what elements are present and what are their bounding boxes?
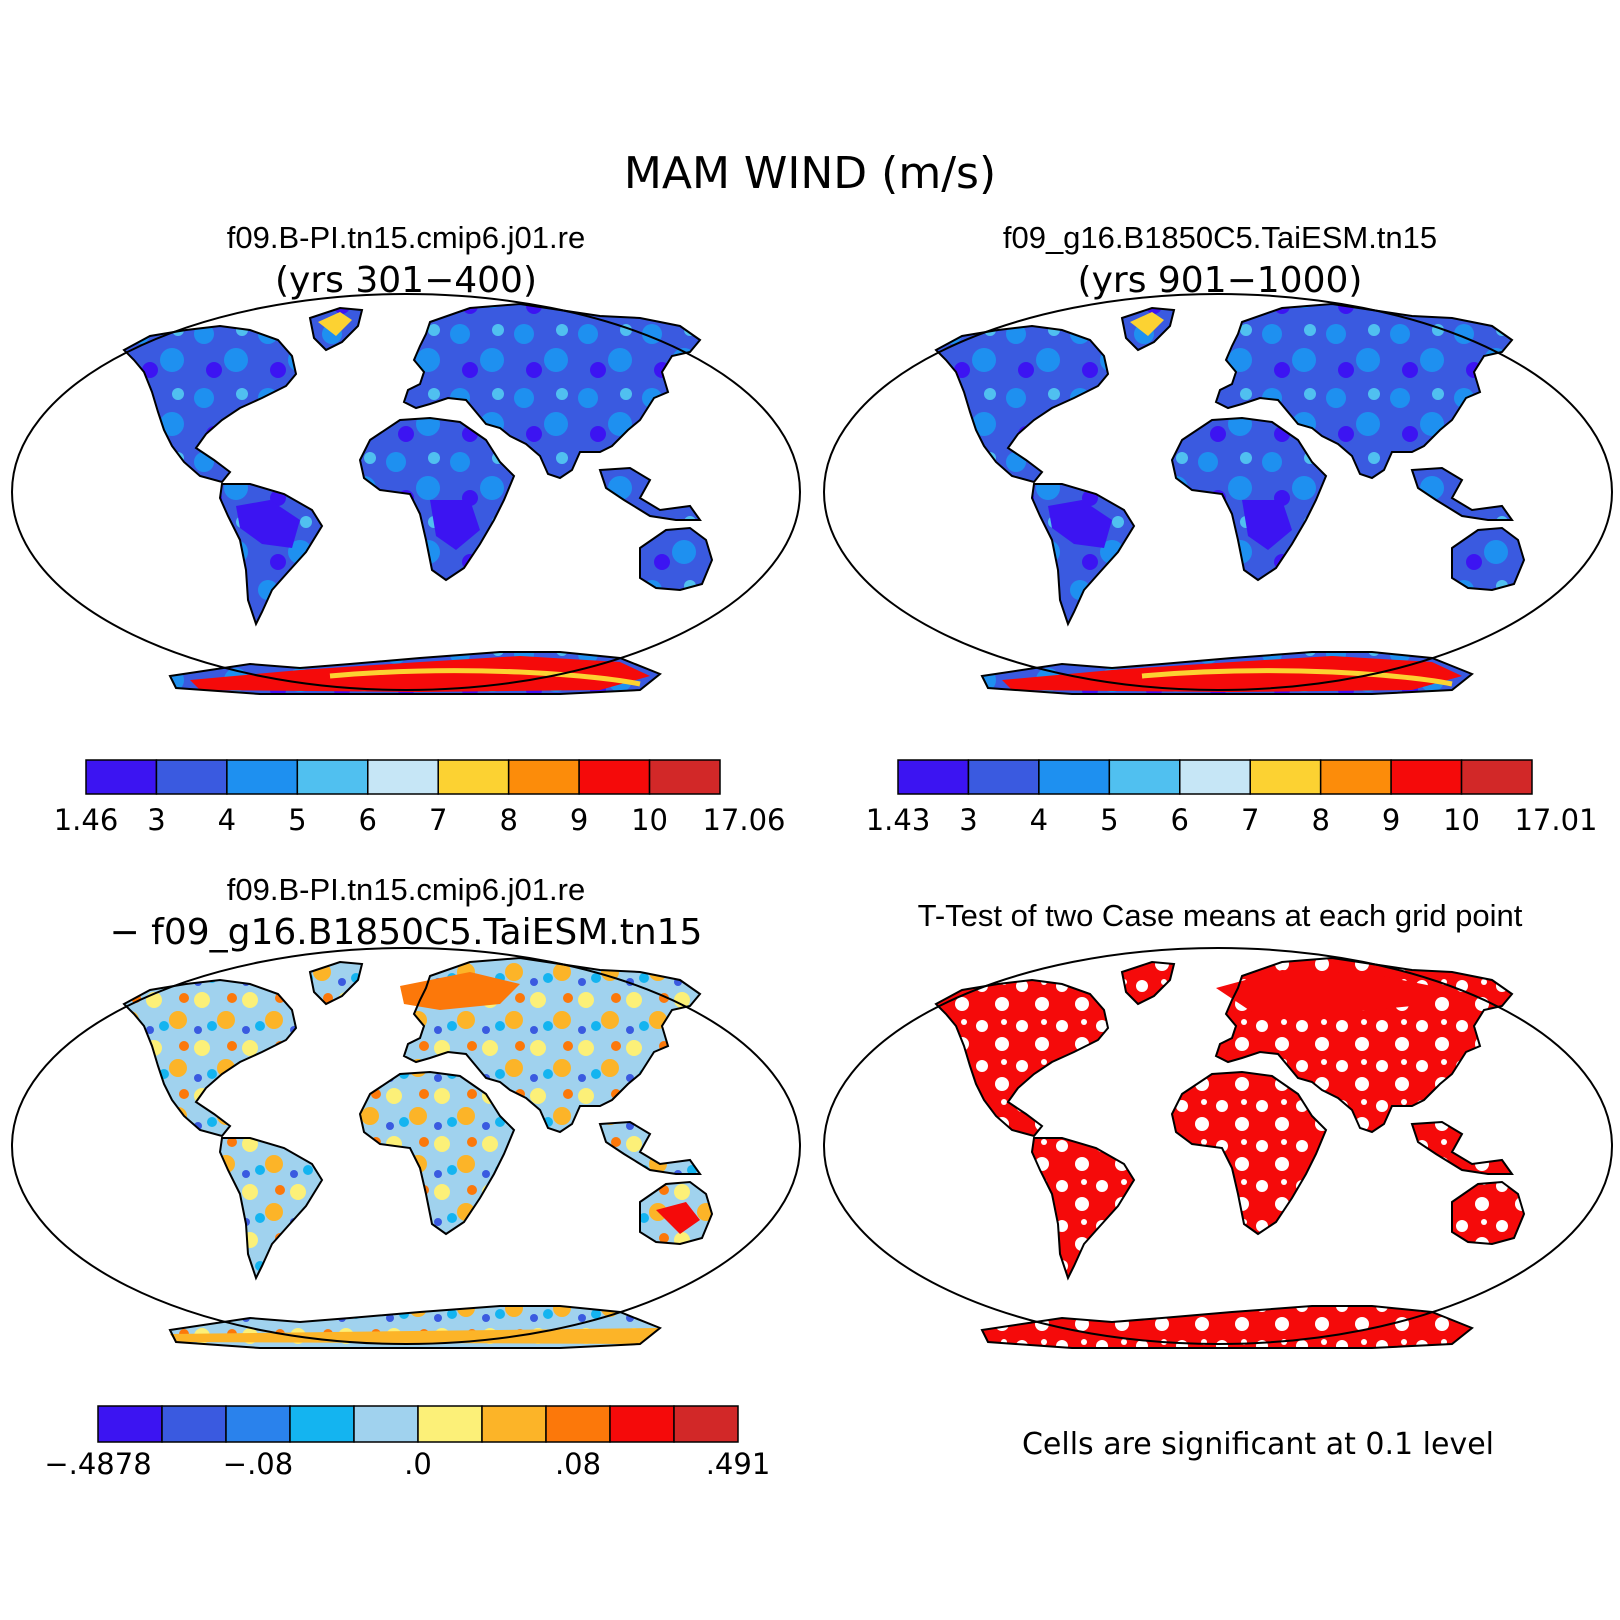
colorbar-tick-label: 1.46 <box>54 803 119 837</box>
significance-footnote: Cells are significant at 0.1 level <box>1022 1427 1494 1462</box>
amazon-low-wind <box>1048 500 1112 548</box>
panel-test-case: f09_g16.B1850C5.TaiESM.tn15 (yrs 901−100… <box>823 220 1613 837</box>
colorbar-tick-label: 9 <box>570 803 588 837</box>
panel-ttest: T-Test of two Case means at each grid po… <box>823 898 1613 1462</box>
colorbar-tick-label: 7 <box>1241 803 1259 837</box>
colorbar-tick-label: −.4878 <box>44 1447 151 1481</box>
colorbar-swatch <box>1108 759 1181 795</box>
colorbar-swatch <box>673 1405 739 1443</box>
coastline <box>934 956 1526 1349</box>
colorbar-swatch <box>481 1405 547 1443</box>
colorbar-tick-label: 10 <box>631 803 668 837</box>
colorbar-tick-label: 17.06 <box>702 803 785 837</box>
colorbar-swatch <box>85 759 158 795</box>
colorbar-tick-label: 5 <box>288 803 306 837</box>
colorbar-tick-label: 6 <box>1171 803 1189 837</box>
colorbar-swatch <box>967 759 1040 795</box>
antarctic-ridge <box>329 668 641 687</box>
land-field <box>936 958 1524 1348</box>
colorbar-swatch <box>578 759 651 795</box>
colorbar-swatch <box>97 1405 163 1443</box>
colorbar-swatch <box>437 759 510 795</box>
figure-title: MAM WIND (m/s) <box>624 148 996 199</box>
greenland-high-wind <box>1130 312 1164 336</box>
land-field <box>124 304 712 694</box>
panel-difference: f09.B-PI.tn15.cmip6.j01.re − f09_g16.B18… <box>11 872 801 1481</box>
coastline <box>122 956 714 1349</box>
map-plot <box>823 947 1613 1349</box>
map-border <box>823 293 1613 691</box>
coastline <box>122 302 714 695</box>
colorbar-swatch <box>225 1405 291 1443</box>
panel-ttest-title: T-Test of two Case means at each grid po… <box>918 898 1523 933</box>
colorbar-tick-label: 1.43 <box>866 803 931 837</box>
colorbar-swatch <box>1179 759 1251 795</box>
colorbar-swatch <box>226 759 299 795</box>
panel-case-name: f09.B-PI.tn15.cmip6.j01.re <box>227 220 585 255</box>
map-border <box>11 947 801 1345</box>
colorbar-swatch <box>1460 759 1533 795</box>
colorbar-tick-label: 5 <box>1100 803 1118 837</box>
colorbar-swatch <box>417 1405 483 1443</box>
map-border <box>823 947 1613 1345</box>
map-plot <box>823 293 1613 695</box>
colorbar-swatch <box>1390 759 1463 795</box>
europe-positive-diff <box>400 972 520 1010</box>
colorbar-swatch <box>609 1405 675 1443</box>
colorbar-swatch <box>1319 759 1392 795</box>
central-africa-low-wind <box>430 500 480 550</box>
coastline <box>934 302 1526 695</box>
colorbar-tick-label: 4 <box>1030 803 1048 837</box>
colorbar-swatch <box>1249 759 1322 795</box>
central-africa-low-wind <box>1242 500 1292 550</box>
map-border <box>11 293 801 691</box>
colorbar-tick-label: .491 <box>706 1447 771 1481</box>
colorbar-swatch <box>289 1405 355 1443</box>
colorbar-tick-label: .0 <box>404 1447 432 1481</box>
panel-case-name: f09.B-PI.tn15.cmip6.j01.re <box>227 872 585 907</box>
colorbar-swatch <box>545 1405 611 1443</box>
colorbar-tick-label: −.08 <box>223 1447 293 1481</box>
colorbar-tick-label: 7 <box>429 803 447 837</box>
panel-subtract-case: − f09_g16.B1850C5.TaiESM.tn15 <box>110 912 703 953</box>
colorbar-swatch <box>161 1405 227 1443</box>
colorbar-swatch <box>1038 759 1111 795</box>
colorbar-tick-label: 4 <box>218 803 236 837</box>
colorbar: 1.46 3 4 5 6 7 8 9 10 17.06 <box>54 759 786 837</box>
colorbar-tick-label: 10 <box>1443 803 1480 837</box>
colorbar-tick-label: .08 <box>555 1447 601 1481</box>
colorbar-swatch <box>367 759 439 795</box>
amazon-low-wind <box>236 500 300 548</box>
colorbar-tick-label: 8 <box>1311 803 1329 837</box>
greenland-high-wind <box>318 312 352 336</box>
colorbar-tick-label: 3 <box>147 803 165 837</box>
land-field <box>936 304 1524 694</box>
map-plot <box>11 947 801 1349</box>
map-plot <box>11 293 801 695</box>
colorbar-tick-label: 3 <box>959 803 977 837</box>
colorbar-swatch <box>296 759 369 795</box>
colorbar-swatch <box>155 759 228 795</box>
panel-case-name: f09_g16.B1850C5.TaiESM.tn15 <box>1003 220 1437 255</box>
colorbar-tick-label: 9 <box>1382 803 1400 837</box>
colorbar-tick-label: 17.01 <box>1514 803 1597 837</box>
colorbar-swatch <box>353 1405 419 1443</box>
colorbar-swatch <box>507 759 580 795</box>
land-field <box>124 958 712 1348</box>
colorbar: 1.43 3 4 5 6 7 8 9 10 17.01 <box>866 759 1598 837</box>
australia-diff <box>656 1202 700 1234</box>
colorbar-tick-label: 6 <box>359 803 377 837</box>
colorbar-swatch <box>897 759 970 795</box>
eurasia-significant <box>1216 970 1432 1014</box>
colorbar: −.4878 −.08 .0 .08 .491 <box>44 1405 771 1481</box>
antarctic-ridge <box>1141 668 1453 687</box>
colorbar-tick-label: 8 <box>499 803 517 837</box>
panel-control-case: f09.B-PI.tn15.cmip6.j01.re (yrs 301−400)… <box>11 220 801 837</box>
colorbar-swatch <box>648 759 721 795</box>
